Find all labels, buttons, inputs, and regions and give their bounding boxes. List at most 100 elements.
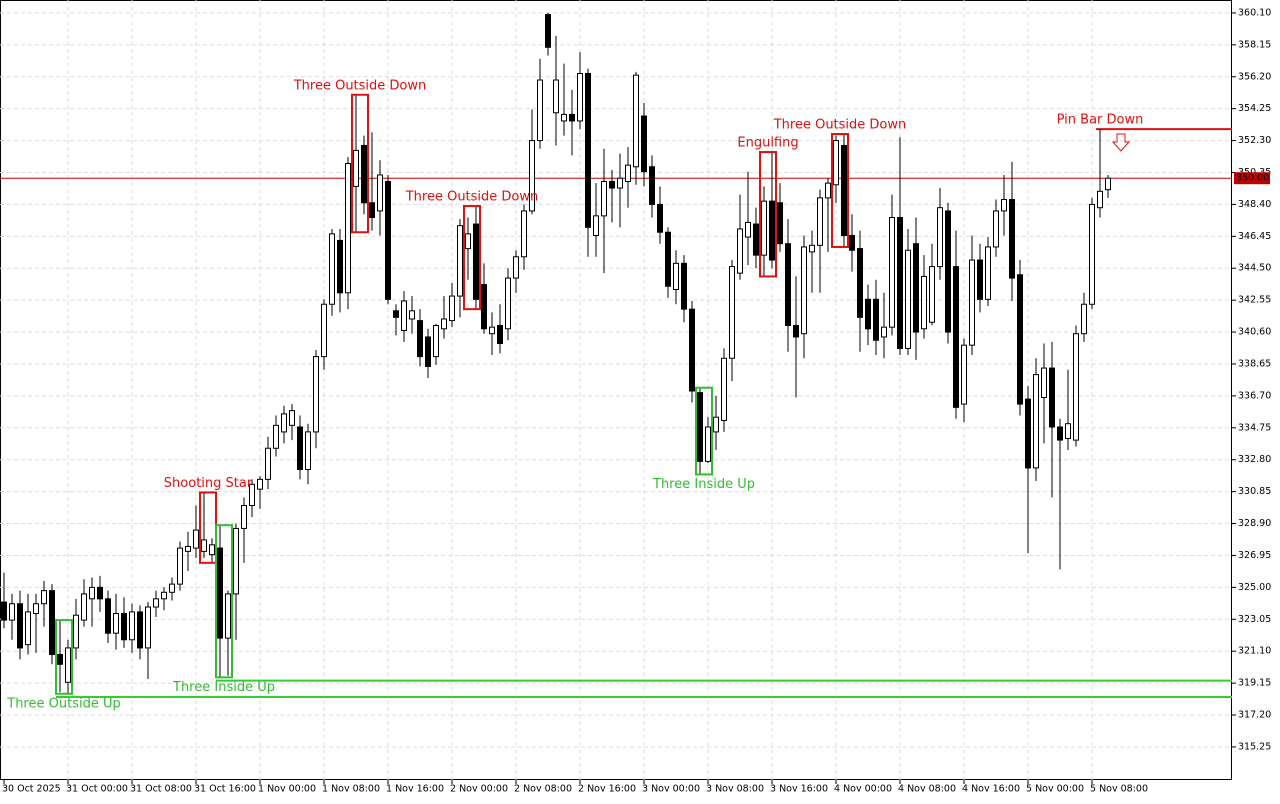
- candle-body: [161, 591, 167, 600]
- candle-body: [937, 207, 943, 268]
- y-tick-label: 317.20: [1238, 710, 1271, 721]
- y-tick-label: 330.85: [1238, 486, 1271, 497]
- candle-body: [865, 298, 871, 330]
- candle-body: [977, 259, 983, 300]
- candle-body: [529, 140, 535, 212]
- candle-body: [809, 244, 815, 253]
- candle-body: [689, 308, 695, 392]
- candle-body: [1073, 333, 1079, 441]
- candle-body: [281, 413, 287, 433]
- candle-body: [889, 217, 895, 328]
- candle-body: [945, 210, 951, 333]
- y-tick-label: 342.55: [1238, 295, 1271, 306]
- candle-body: [1097, 190, 1103, 209]
- candle-body: [105, 598, 111, 634]
- candle-body: [201, 539, 207, 552]
- candle-body: [57, 653, 63, 665]
- candle-body: [561, 113, 567, 122]
- candle-body: [497, 325, 503, 345]
- candle-body: [1105, 177, 1111, 191]
- candle-body: [305, 431, 311, 471]
- candle-body: [737, 228, 743, 274]
- y-tick-label: 321.10: [1238, 646, 1271, 657]
- y-tick-label: 315.25: [1238, 741, 1271, 752]
- candle-body: [265, 447, 271, 480]
- candle-body: [273, 424, 279, 449]
- candle-body: [409, 310, 415, 320]
- pattern-box: [831, 133, 849, 248]
- candle-body: [593, 215, 599, 237]
- candle-body: [81, 593, 87, 621]
- candle-body: [425, 336, 431, 367]
- y-tick-label: 332.80: [1238, 454, 1271, 465]
- pattern-label: Three Inside Up: [652, 477, 755, 492]
- candle-body: [25, 611, 31, 646]
- candle-body: [473, 223, 479, 300]
- plot-frame: [0, 0, 1232, 780]
- candle-body: [89, 586, 95, 600]
- pattern-box: [463, 205, 481, 311]
- candle-body: [673, 262, 679, 291]
- candle-body: [209, 544, 215, 556]
- x-tick-label: 3 Nov 08:00: [706, 784, 764, 795]
- candle-body: [9, 603, 15, 621]
- pattern-label: Pin Bar Down: [1057, 113, 1144, 128]
- y-tick-label: 352.30: [1238, 135, 1271, 146]
- candle-body: [505, 277, 511, 330]
- pattern-label: Shooting Star: [164, 476, 253, 491]
- y-tick-label: 344.50: [1238, 263, 1271, 274]
- candle-body: [745, 221, 751, 238]
- pattern-label: Engulfing: [737, 136, 798, 151]
- candle-body: [481, 284, 487, 330]
- candle-body: [793, 325, 799, 338]
- candle-body: [993, 210, 999, 248]
- candle-body: [241, 505, 247, 529]
- pattern-box: [215, 524, 233, 679]
- candle-body: [401, 300, 407, 331]
- candle-body: [1025, 398, 1031, 469]
- candle-body: [1089, 203, 1095, 305]
- candle-body: [393, 310, 399, 318]
- candle-body: [729, 266, 735, 359]
- candle-body: [1081, 303, 1087, 335]
- candle-body: [225, 593, 231, 639]
- candle-body: [969, 259, 975, 346]
- y-tick-label: 356.20: [1238, 71, 1271, 82]
- x-tick-label: 5 Nov 08:00: [1090, 784, 1148, 795]
- candle-body: [713, 416, 719, 433]
- candle-body: [41, 590, 47, 605]
- price-label: 350.00: [1236, 173, 1269, 184]
- candle-body: [633, 74, 639, 168]
- candle-body: [377, 174, 383, 212]
- candle-body: [417, 320, 423, 358]
- candle-body: [49, 590, 55, 655]
- pattern-label: Three Outside Down: [293, 78, 427, 93]
- candle-body: [313, 356, 319, 433]
- candle-body: [897, 217, 903, 349]
- candle-body: [329, 233, 335, 305]
- candle-body: [665, 231, 671, 287]
- candle-body: [441, 318, 447, 330]
- x-tick-label: 4 Nov 08:00: [898, 784, 956, 795]
- pattern-box: [695, 386, 713, 476]
- pattern-label: Three Outside Down: [773, 118, 907, 133]
- candle-body: [577, 72, 583, 122]
- candle-body: [537, 79, 543, 142]
- candle-body: [193, 529, 199, 549]
- candle-body: [297, 426, 303, 471]
- candle-body: [337, 239, 343, 294]
- candle-body: [753, 223, 759, 256]
- candle-body: [825, 182, 831, 199]
- candle-body: [65, 647, 71, 683]
- candle-body: [521, 210, 527, 258]
- candle-body: [721, 357, 727, 421]
- x-tick-label: 2 Nov 08:00: [514, 784, 572, 795]
- x-tick-label: 2 Nov 00:00: [450, 784, 508, 795]
- candle-body: [857, 248, 863, 318]
- candle-body: [929, 266, 935, 323]
- price-label-bg: [1234, 172, 1270, 185]
- candle-body: [1017, 274, 1023, 405]
- candle-body: [1009, 199, 1015, 279]
